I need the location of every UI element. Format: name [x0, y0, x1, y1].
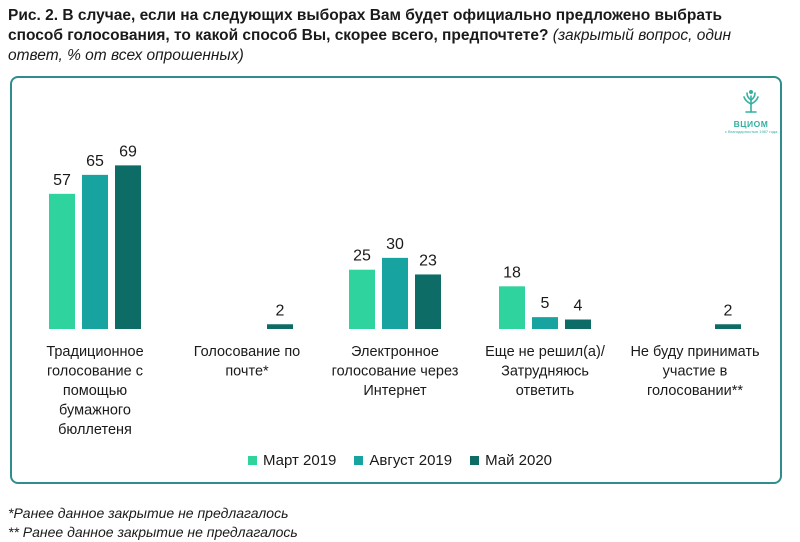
logo-subtitle: с благодарностью 1987 года [724, 129, 778, 134]
bar-series3-cat1 [115, 165, 141, 329]
category-label-1: Традиционное голосование с помощью бумажног… [46, 344, 143, 438]
data-label-series2-cat4: 5 [541, 295, 550, 312]
tree-icon [743, 90, 759, 113]
legend-swatch-3 [470, 456, 480, 465]
data-label-series1-cat1: 57 [53, 172, 71, 189]
bar-series2-cat3 [382, 257, 408, 329]
legend-item-2: Август 2019 [354, 452, 452, 469]
chart-title-note: (закрытый вопрос, один ответ, % от всех … [8, 27, 732, 64]
legend-item-3: Май 2020 [470, 452, 552, 469]
bar-series1-cat1 [49, 193, 75, 329]
chart-title-main: Рис. 2. В случае, если на следующих выбо… [8, 7, 723, 44]
bar-series1-cat3 [349, 269, 375, 329]
legend-label-1: Март 2019 [262, 452, 337, 469]
legend-item-1: Март 2019 [247, 452, 337, 469]
category-label-5: Не буду принимать участие в голосовании** [630, 344, 759, 399]
vciom-logo: ВЦИОМ с благодарностью 1987 года [722, 88, 780, 136]
bar-series2-cat4 [532, 317, 558, 329]
bar-series2-cat1 [82, 174, 108, 329]
bar-series3-cat2 [267, 324, 293, 329]
data-label-series1-cat3: 25 [353, 248, 371, 265]
data-label-series3-cat5: 2 [724, 302, 733, 319]
chart-legend: Март 2019 Август 2019 Май 2020 [0, 452, 800, 469]
bar-series3-cat3 [415, 274, 441, 329]
bar-series3-cat4 [565, 319, 591, 329]
category-label-4: Еще не решил(а)/Затрудняюсь ответить [485, 344, 606, 399]
legend-label-2: Август 2019 [369, 452, 453, 469]
footnotes: *Ранее данное закрытие не предлагалось *… [8, 504, 298, 542]
logo-name: ВЦИОМ [733, 119, 769, 129]
data-label-series3-cat3: 23 [419, 252, 437, 269]
footnote-1: *Ранее данное закрытие не предлагалось [8, 505, 289, 521]
data-label-series2-cat3: 30 [386, 236, 404, 253]
legend-swatch-2 [354, 456, 364, 465]
legend-swatch-1 [247, 456, 257, 465]
legend-label-3: Май 2020 [485, 452, 553, 469]
chart-title: Рис. 2. В случае, если на следующих выбо… [8, 6, 778, 66]
chart-frame [10, 76, 782, 484]
data-label-series3-cat2: 2 [276, 302, 285, 319]
data-label-series3-cat4: 4 [574, 298, 583, 315]
data-label-series3-cat1: 69 [119, 143, 137, 160]
category-label-3: Электронное голосование через Интернет [332, 344, 459, 399]
footnote-2: ** Ранее данное закрытие не предлагалось [8, 524, 298, 540]
bar-series3-cat5 [715, 324, 741, 329]
bar-series1-cat4 [499, 286, 525, 329]
data-label-series2-cat1: 65 [86, 153, 104, 170]
category-label-2: Голосование по почте* [194, 344, 301, 380]
data-label-series1-cat4: 18 [503, 264, 521, 281]
